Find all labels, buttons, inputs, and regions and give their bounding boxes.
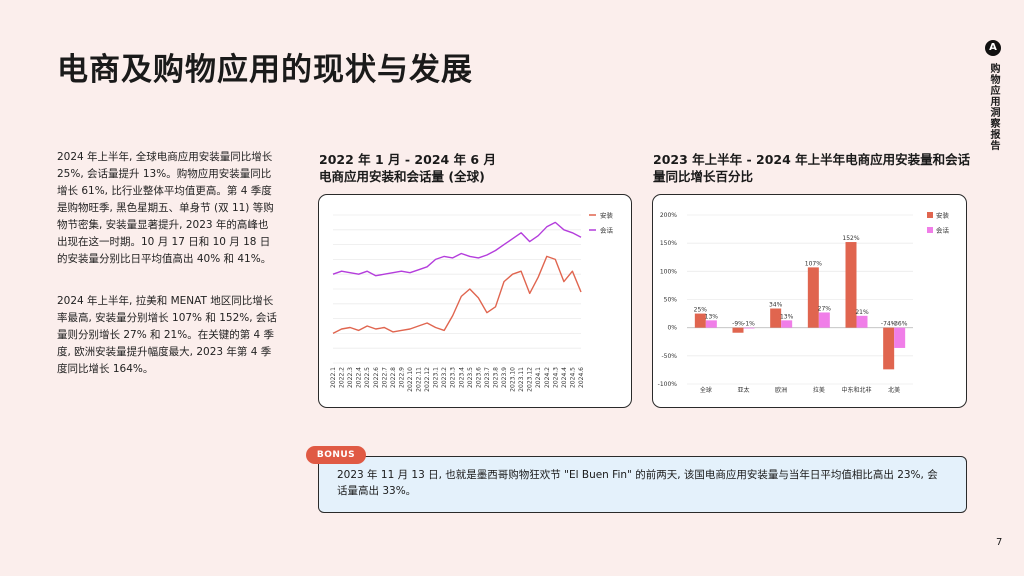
bar-data-label: -36% xyxy=(892,321,908,328)
bar-legend-label: 安装 xyxy=(936,210,950,219)
line-chart-x-tick: 2023.4 xyxy=(458,367,465,388)
line-chart-x-tick: 2023.8 xyxy=(492,367,499,388)
page-number: 7 xyxy=(996,537,1003,548)
bar-data-label: 152% xyxy=(842,235,859,242)
bar-chart-x-tick: 全球 xyxy=(700,386,712,394)
bar-installs xyxy=(883,327,895,370)
line-legend-label: 会话 xyxy=(600,225,614,234)
bar-installs xyxy=(732,327,744,333)
bar-chart-y-tick: -50% xyxy=(661,353,677,360)
line-series-installs xyxy=(332,255,582,335)
bar-installs xyxy=(770,308,782,328)
line-chart-x-tick: 2023.12 xyxy=(527,367,534,392)
bar-sessions xyxy=(781,320,793,328)
bar-data-label: -1% xyxy=(743,321,755,328)
bar-chart-y-tick: 150% xyxy=(660,240,677,247)
bar-installs xyxy=(807,267,819,328)
bar-legend-swatch xyxy=(927,227,933,233)
bar-legend-swatch xyxy=(927,212,933,218)
line-chart-panel: 2022.1 2022.2 2022.3 2022.4 2022.5 2022.6 2022… xyxy=(318,194,632,408)
line-chart-x-tick: 2022.8 xyxy=(390,367,397,388)
line-chart-x-tick: 2023.3 xyxy=(450,367,457,388)
line-chart-x-tick: 2024.6 xyxy=(578,367,585,388)
line-chart: 2022.1 2022.2 2022.3 2022.4 2022.5 2022.6 2022… xyxy=(330,210,614,392)
bar-installs xyxy=(845,242,857,328)
bar-sessions xyxy=(894,327,906,348)
line-chart-x-tick: 2023.2 xyxy=(441,367,448,388)
line-chart-x-tick: 2023.7 xyxy=(484,367,491,388)
line-chart-x-tick: 2022.1 xyxy=(330,367,337,388)
summary-paragraph-2: 2024 年上半年, 拉美和 MENAT 地区同比增长率最高, 安装量分别增长 … xyxy=(57,295,277,375)
brand-block: A 购物应用洞察报告 xyxy=(984,40,1004,151)
line-chart-x-tick: 2022.2 xyxy=(339,367,346,388)
bar-chart-y-tick: -100% xyxy=(658,381,678,388)
bar-chart-x-tick: 亚太 xyxy=(737,386,749,394)
bar-data-label: 34% xyxy=(769,302,783,309)
bar-sessions xyxy=(705,320,717,328)
bar-chart-title-line2: 量同比增长百分比 xyxy=(653,169,754,184)
bar-chart-y-tick: 100% xyxy=(660,268,677,275)
line-chart-x-tick: 2023.9 xyxy=(501,367,508,388)
bar-chart-x-tick: 北美 xyxy=(888,386,900,394)
bar-chart-y-tick: 50% xyxy=(664,297,678,304)
line-chart-x-tick: 2022.10 xyxy=(407,367,414,392)
bar-chart-y-tick: 200% xyxy=(660,212,677,219)
line-chart-x-tick: 2022.4 xyxy=(356,367,363,388)
brand-logo-icon: A xyxy=(985,40,1001,56)
line-chart-x-tick: 2024.3 xyxy=(552,367,559,388)
line-chart-x-tick: 2023.1 xyxy=(433,367,440,388)
line-chart-x-tick: 2022.3 xyxy=(347,367,354,388)
line-chart-x-tick: 2023.10 xyxy=(510,367,517,392)
bar-chart-x-tick: 拉美 xyxy=(813,386,825,394)
line-chart-x-tick: 2023.6 xyxy=(475,367,482,388)
bonus-box: 2023 年 11 月 13 日, 也就是墨西哥购物狂欢节 "El Buen F… xyxy=(318,456,967,513)
bar-data-label: -74% xyxy=(881,321,897,328)
line-chart-title-line1: 2022 年 1 月 - 2024 年 6 月 xyxy=(319,152,496,167)
bar-chart-x-tick: 欧洲 xyxy=(775,386,787,394)
line-chart-title: 2022 年 1 月 - 2024 年 6 月 电商应用安装和会话量 (全球) xyxy=(319,151,496,185)
bonus-badge: BONUS xyxy=(306,446,366,464)
page-title: 电商及购物应用的现状与发展 xyxy=(57,52,473,88)
bar-installs xyxy=(694,313,706,328)
line-chart-x-tick: 2022.6 xyxy=(373,367,380,388)
bar-data-label: -9% xyxy=(732,321,744,328)
line-chart-title-line2: 电商应用安装和会话量 (全球) xyxy=(319,169,485,184)
summary-paragraph-1: 2024 年上半年, 全球电商应用安装量同比增长 25%, 会话量提升 13%。… xyxy=(57,151,274,265)
bar-data-label: 25% xyxy=(694,307,708,314)
line-chart-x-tick: 2024.1 xyxy=(535,367,542,388)
bar-chart-title: 2023 年上半年 - 2024 年上半年电商应用安装量和会话 量同比增长百分比 xyxy=(653,151,970,185)
line-legend-label: 安装 xyxy=(600,210,614,219)
line-chart-x-tick: 2023.11 xyxy=(518,367,525,392)
line-chart-x-tick: 2022.9 xyxy=(398,367,405,388)
bar-chart-y-tick: 0% xyxy=(667,325,677,332)
line-chart-x-tick: 2024.4 xyxy=(561,367,568,388)
bar-data-label: 21% xyxy=(855,309,869,316)
bar-chart-panel: 200% 150% 100% 50% 0% -50% -100% 25% 13% 全球 -9% -1%… xyxy=(652,194,967,408)
bar-data-label: 13% xyxy=(780,313,794,320)
line-chart-x-tick: 2023.5 xyxy=(467,367,474,388)
line-chart-x-tick: 2022.5 xyxy=(364,367,371,388)
line-chart-x-tick: 2022.7 xyxy=(381,367,388,388)
bar-data-label: 13% xyxy=(705,313,719,320)
bar-sessions xyxy=(818,312,830,328)
line-chart-x-tick: 2024.2 xyxy=(544,367,551,388)
line-chart-x-tick: 2024.5 xyxy=(569,367,576,388)
bar-chart-title-line1: 2023 年上半年 - 2024 年上半年电商应用安装量和会话 xyxy=(653,152,971,167)
bar-sessions xyxy=(743,327,755,329)
line-series-sessions xyxy=(332,221,582,277)
bar-sessions xyxy=(856,315,868,328)
bar-legend-label: 会话 xyxy=(936,225,950,234)
bar-chart: 200%150%100%50%0%-50%-100%25%13%全球-9% -1%… xyxy=(658,210,950,394)
bar-chart-x-tick: 中东和北非 xyxy=(841,386,871,394)
bonus-text: 2023 年 11 月 13 日, 也就是墨西哥购物狂欢节 "El Buen F… xyxy=(337,469,938,497)
bar-data-label: 107% xyxy=(805,260,822,267)
line-chart-x-tick: 2022.12 xyxy=(424,367,431,392)
line-chart-x-tick: 2022.11 xyxy=(416,367,423,392)
bar-data-label: 27% xyxy=(818,305,832,312)
brand-vertical-text: 购物应用洞察报告 xyxy=(988,63,999,151)
